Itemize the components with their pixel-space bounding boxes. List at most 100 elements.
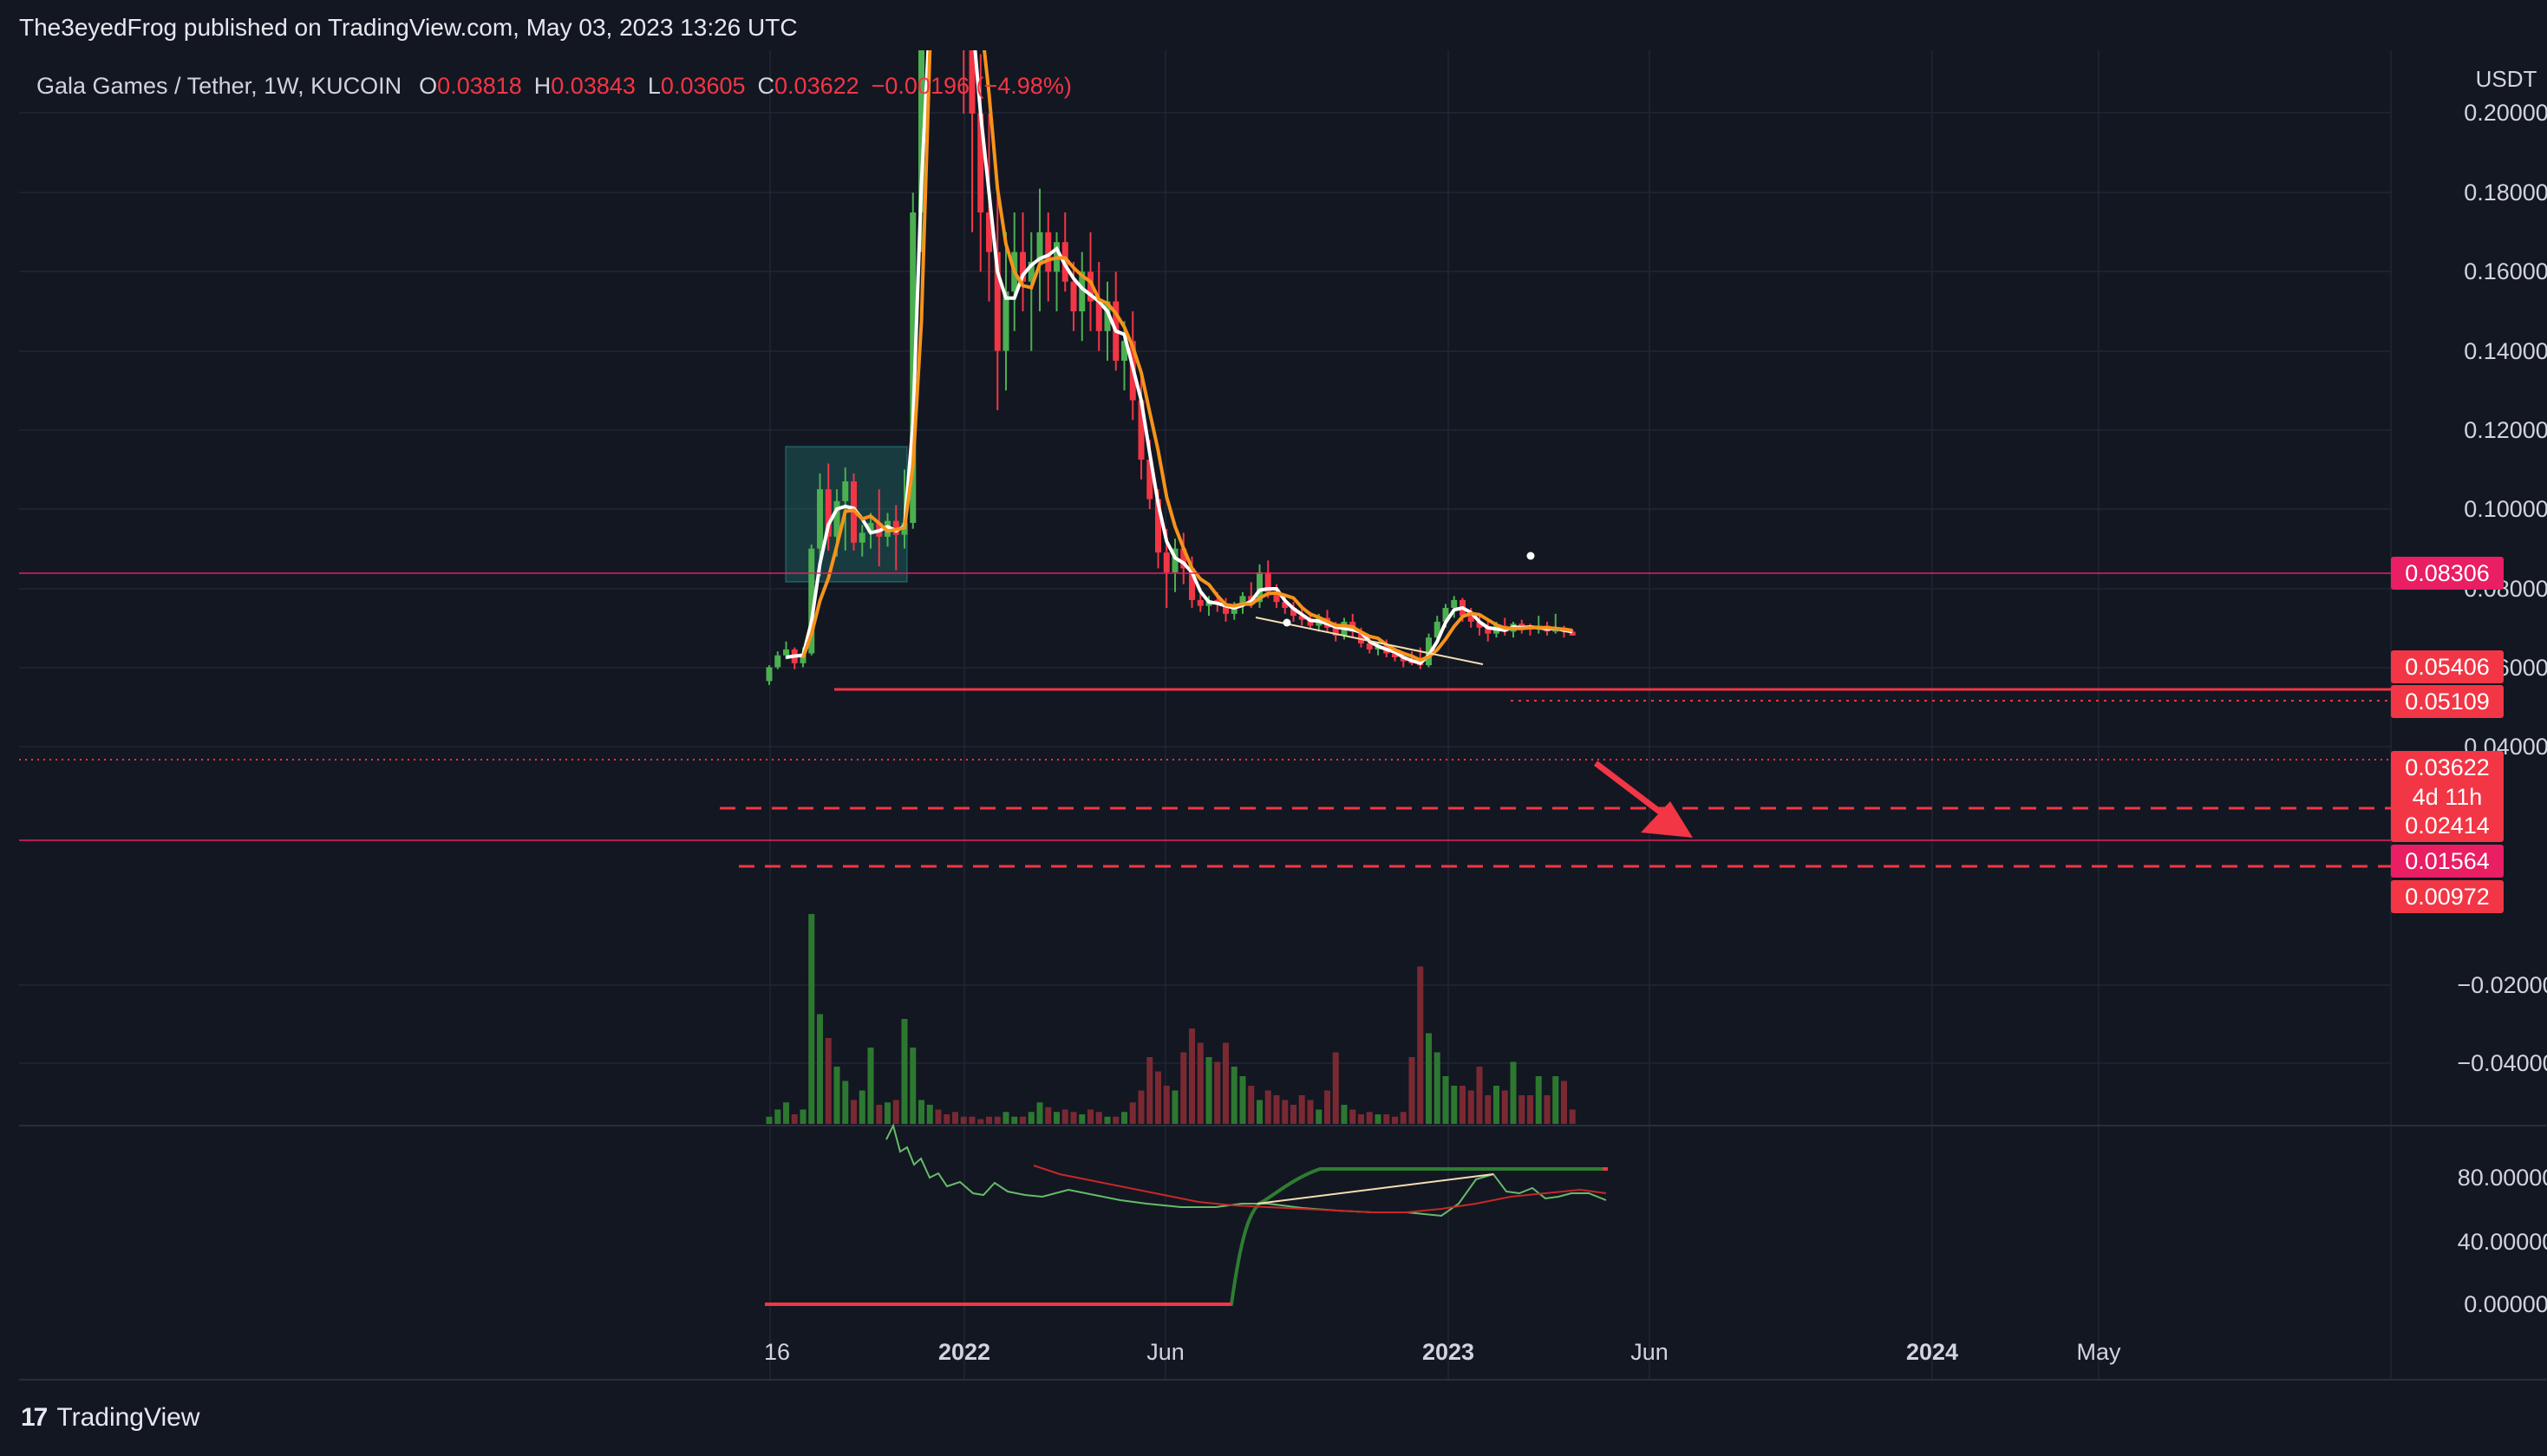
volume-bar: [833, 1067, 840, 1124]
high-value: 0.03843: [551, 73, 636, 99]
price-label-badge: [2391, 845, 2504, 878]
price-tick-label: −0.04000: [2457, 1050, 2547, 1076]
volume-bar: [1180, 1052, 1187, 1124]
symbol-title[interactable]: Gala Games / Tether, 1W, KUCOIN: [36, 73, 402, 99]
volume-bar: [800, 1109, 807, 1124]
candle-body: [817, 489, 823, 549]
volume-bar: [960, 1116, 967, 1124]
time-tick-label: May: [2076, 1339, 2121, 1365]
time-tick-label: 2022: [938, 1339, 990, 1365]
time-tick-label: 16: [764, 1339, 790, 1365]
chart-canvas[interactable]: USDT 0.20000 0.18000 0.16000 0.14000 0.12000 0…: [19, 14, 2547, 1382]
time-tick-label: Jun: [1630, 1339, 1669, 1365]
candle-body: [1197, 599, 1204, 606]
candle-body: [842, 481, 849, 501]
volume-bar: [1434, 1052, 1440, 1124]
volume-bar: [1383, 1114, 1390, 1124]
volume-bar: [1028, 1112, 1035, 1124]
candle-body: [1366, 643, 1373, 650]
volume-bar: [1307, 1100, 1314, 1124]
candle-body: [1138, 400, 1145, 460]
time-tick-label: 2023: [1422, 1339, 1474, 1365]
volume-bar: [1079, 1114, 1086, 1124]
volume-bar: [885, 1102, 891, 1124]
price-label-badge: [2391, 650, 2504, 683]
volume-bar: [1264, 1090, 1271, 1124]
price-tick-label: −0.02000: [2457, 972, 2547, 998]
price-label-badge: [2391, 685, 2504, 718]
candle-body: [1282, 602, 1289, 608]
candle-body: [1332, 627, 1339, 636]
volume-bar: [1146, 1057, 1153, 1124]
candle-body: [1045, 232, 1052, 272]
down-arrow-icon: [1641, 801, 1693, 838]
candle-body: [969, 50, 976, 114]
chart-frame: USDT 0.20000 0.18000 0.16000 0.14000 0.12000 0…: [19, 14, 2547, 1382]
price-label-badge: [2391, 557, 2504, 590]
candle-body: [1172, 548, 1179, 572]
volume-bar: [1155, 1071, 1161, 1124]
price-tick-label: 0.18000: [2464, 180, 2547, 206]
volume-bar: [876, 1105, 883, 1124]
candle-body: [1392, 653, 1398, 657]
candle-body: [783, 649, 789, 656]
volume-bar: [986, 1116, 992, 1124]
candle-body: [1485, 627, 1492, 634]
price-label-text: 0.03622: [2405, 754, 2490, 780]
tradingview-logo-icon[interactable]: 17: [21, 1403, 48, 1432]
time-tick-label: Jun: [1146, 1339, 1185, 1365]
candle-body: [808, 548, 815, 654]
volume-bar: [1544, 1095, 1551, 1124]
candle-body: [1426, 637, 1432, 666]
ma-fast-line: [786, 14, 1573, 666]
candle-body: [986, 212, 992, 252]
close-value: 0.03622: [774, 73, 859, 99]
volume-bar: [1324, 1090, 1330, 1124]
volume-bar: [1231, 1067, 1238, 1124]
low-value: 0.03605: [660, 73, 746, 99]
volume-bar: [791, 1114, 798, 1124]
candle-body: [1121, 341, 1127, 361]
tradingview-brand[interactable]: TradingView: [56, 1403, 200, 1432]
volume-bar: [926, 1105, 933, 1124]
candle-body: [1257, 571, 1263, 603]
oscillator-trendline: [1257, 1173, 1494, 1205]
volume-bar: [1011, 1116, 1018, 1124]
low-label: L: [647, 73, 661, 99]
volume-bar: [977, 1119, 984, 1124]
price-label-text: 0.00972: [2405, 884, 2490, 910]
open-value: 0.03818: [437, 73, 522, 99]
volume-bar: [1392, 1116, 1398, 1124]
candle-body: [1290, 608, 1296, 617]
volume-bar: [892, 1100, 899, 1124]
time-tick-label: 2024: [1906, 1339, 1958, 1365]
oscillator-tick-label: 40.00000: [2458, 1229, 2547, 1255]
candle-body: [1002, 291, 1009, 351]
price-tick-label: 0.20000: [2464, 100, 2547, 126]
volume-bar: [1172, 1090, 1179, 1124]
volume-bar: [1527, 1095, 1533, 1124]
candle-body: [1264, 571, 1271, 592]
volume-bar: [842, 1081, 849, 1124]
volume-bar: [1020, 1116, 1026, 1124]
close-label: C: [757, 73, 775, 99]
volume-bar: [1400, 1112, 1407, 1124]
candle-body: [1087, 271, 1094, 302]
candle-body: [833, 500, 840, 537]
volume-bar: [783, 1102, 789, 1124]
volume-bar: [1248, 1086, 1255, 1124]
volume-bar: [1113, 1116, 1120, 1124]
volume-bars: [766, 914, 1576, 1124]
candle-body: [800, 653, 807, 663]
volume-bar: [1197, 1042, 1204, 1124]
price-tick-label: 0.12000: [2464, 417, 2547, 443]
volume-bar: [944, 1114, 950, 1124]
candle-body: [774, 655, 781, 668]
candle-body: [1273, 591, 1280, 603]
volume-bar: [1163, 1086, 1170, 1124]
publish-info: The3eyedFrog published on TradingView.co…: [19, 14, 798, 41]
candle-body: [1451, 599, 1458, 608]
candle-body: [910, 212, 917, 523]
price-label-badge: [2391, 880, 2504, 913]
volume-bar: [901, 1019, 908, 1124]
